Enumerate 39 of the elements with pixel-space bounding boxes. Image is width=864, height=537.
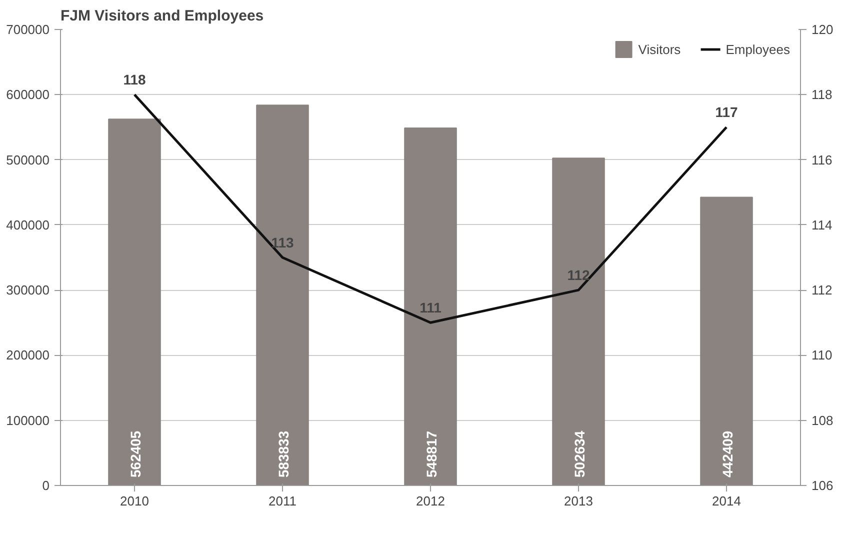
y-tick-label: 100000 bbox=[6, 412, 50, 428]
legend-label: Employees bbox=[726, 42, 790, 56]
y2-tick-label: 116 bbox=[812, 152, 832, 168]
data-label: 548817 bbox=[424, 430, 440, 478]
x-tick-label: 2014 bbox=[712, 494, 741, 508]
bar bbox=[404, 127, 457, 486]
bar bbox=[552, 158, 605, 486]
bar bbox=[256, 104, 309, 486]
data-label: 442409 bbox=[720, 430, 736, 478]
y2-tick-label: 114 bbox=[812, 217, 832, 232]
y2-tick-label: 110 bbox=[812, 348, 832, 363]
data-label: 583833 bbox=[276, 430, 292, 478]
bar bbox=[700, 196, 753, 486]
x-tick-label: 2012 bbox=[416, 494, 445, 508]
data-label: 113 bbox=[271, 234, 294, 250]
y2-tick-label: 118 bbox=[812, 87, 832, 102]
data-label: 112 bbox=[567, 267, 590, 284]
y2-tick-label: 120 bbox=[812, 22, 834, 37]
data-label: 118 bbox=[123, 72, 146, 88]
y-tick-label: 300000 bbox=[6, 282, 50, 298]
x-tick-label: 2011 bbox=[268, 494, 296, 508]
x-tick-label: 2013 bbox=[564, 494, 593, 508]
y-tick-label: 600000 bbox=[6, 87, 50, 102]
y-tick-label: 400000 bbox=[6, 217, 50, 232]
y2-tick-label: 112 bbox=[812, 282, 832, 298]
y2-tick-label: 108 bbox=[812, 412, 834, 428]
y2-tick-label: 106 bbox=[812, 478, 834, 493]
y-tick-label: 0 bbox=[42, 478, 50, 493]
x-tick-label: 2010 bbox=[120, 494, 149, 508]
y-tick-label: 500000 bbox=[6, 152, 50, 168]
data-label: 562405 bbox=[128, 430, 144, 478]
data-label: 502634 bbox=[572, 430, 588, 478]
data-label: 117 bbox=[715, 104, 738, 120]
bar bbox=[108, 118, 161, 486]
y-tick-label: 200000 bbox=[6, 348, 50, 363]
legend-label: Visitors bbox=[638, 42, 681, 56]
data-label: 111 bbox=[420, 300, 442, 316]
chart-title: FJM Visitors and Employees bbox=[60, 8, 264, 24]
y-tick-label: 700000 bbox=[6, 22, 50, 37]
